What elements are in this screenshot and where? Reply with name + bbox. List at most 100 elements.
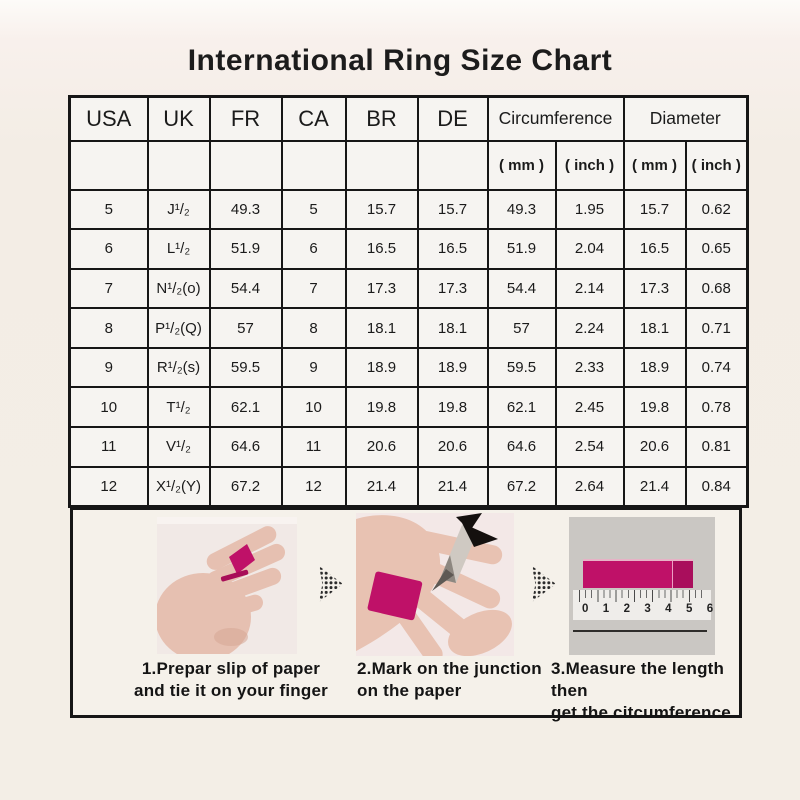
- group-header: Diameter: [622, 95, 749, 142]
- measurement-instructions-panel: 0 1 2 3 4 5 6 1.Prepar slip of paper and…: [70, 507, 742, 722]
- table-row: 10 T¹/₂ 62.1 10 19.8 19.8 62.1 2.45 19.8 0.78: [68, 386, 749, 429]
- empty-header-cell: [280, 139, 347, 191]
- table-cell: 18.9: [344, 346, 419, 389]
- step2-caption-line2: on the paper: [357, 680, 462, 700]
- table-cell: T¹/₂: [146, 386, 211, 429]
- unit-header: ( inch ): [684, 139, 749, 191]
- table-cell: 5: [68, 188, 149, 231]
- table-cell: 2.33: [554, 346, 625, 389]
- pen-icon: [432, 513, 498, 591]
- table-cell: 18.1: [344, 307, 419, 349]
- table-cell: 18.1: [416, 307, 489, 349]
- column-header: UK: [146, 95, 211, 142]
- table-cell: 54.4: [486, 267, 557, 310]
- column-header: USA: [68, 95, 149, 142]
- table-cell: 0.74: [684, 346, 749, 389]
- table-cell: N¹/₂(o): [146, 267, 211, 310]
- step1-caption: 1.Prepar slip of paper and tie it on you…: [131, 658, 331, 702]
- table-cell: 51.9: [208, 228, 283, 270]
- table-cell: 8: [68, 307, 149, 349]
- ring-size-table: USA UK FR CA BR DE Circumference Diameter ( mm …: [68, 95, 750, 508]
- table-header-row-1: USA UK FR CA BR DE Circumference Diameter: [68, 95, 749, 142]
- table-cell: 19.8: [622, 386, 687, 429]
- table-cell: J¹/₂: [146, 188, 211, 231]
- table-header: USA UK FR CA BR DE Circumference Diameter ( mm …: [68, 95, 749, 191]
- empty-header-cell: [416, 139, 489, 191]
- table-cell: 67.2: [208, 465, 283, 508]
- table-cell: 10: [280, 386, 347, 429]
- step2-caption-line1: 2.Mark on the junction: [357, 659, 542, 678]
- table-cell: 0.65: [684, 228, 749, 270]
- paper-band: [367, 571, 423, 621]
- table-cell: 7: [280, 267, 347, 310]
- unit-header: ( mm ): [486, 139, 557, 191]
- table-cell: 1.95: [554, 188, 625, 231]
- paper-strip: [583, 561, 693, 588]
- table-cell: P¹/₂(Q): [146, 307, 211, 349]
- table-cell: 2.24: [554, 307, 625, 349]
- table-cell: 7: [68, 267, 149, 310]
- table-row: 11 V¹/₂ 64.6 11 20.6 20.6 64.6 2.54 20.6 0.81: [68, 426, 749, 468]
- table-cell: 20.6: [416, 426, 489, 468]
- table-cell: 2.45: [554, 386, 625, 429]
- step3-caption: 3.Measure the length then get the citcum…: [551, 658, 746, 723]
- table-body: 5 J¹/₂ 49.3 5 15.7 15.7 49.3 1.95 15.7 0.62 6 L¹/₂ 5…: [68, 188, 749, 508]
- table-row: 6 L¹/₂ 51.9 6 16.5 16.5 51.9 2.04 16.5 0.65: [68, 228, 749, 270]
- table-cell: 16.5: [622, 228, 687, 270]
- table-cell: 19.8: [344, 386, 419, 429]
- table-row: 5 J¹/₂ 49.3 5 15.7 15.7 49.3 1.95 15.7 0.62: [68, 188, 749, 231]
- table-cell: 2.64: [554, 465, 625, 508]
- table-cell: 6: [68, 228, 149, 270]
- paper-slip: [229, 544, 255, 574]
- table-cell: 0.62: [684, 188, 749, 231]
- table-cell: 5: [280, 188, 347, 231]
- table-header-row-2: ( mm )( inch )( mm )( inch ): [68, 139, 749, 191]
- table-cell: X¹/₂(Y): [146, 465, 211, 508]
- empty-header-cell: [68, 139, 149, 191]
- table-row: 8 P¹/₂(Q) 57 8 18.1 18.1 57 2.24 18.1 0.71: [68, 307, 749, 349]
- empty-header-cell: [208, 139, 283, 191]
- table-cell: 0.81: [684, 426, 749, 468]
- table-cell: 59.5: [208, 346, 283, 389]
- table-cell: 0.68: [684, 267, 749, 310]
- table-cell: 62.1: [486, 386, 557, 429]
- table-cell: 18.9: [622, 346, 687, 389]
- table-cell: 11: [68, 426, 149, 468]
- step2-photo: [356, 513, 514, 656]
- table-cell: R¹/₂(s): [146, 346, 211, 389]
- table-cell: 64.6: [208, 426, 283, 468]
- table-cell: 17.3: [416, 267, 489, 310]
- table-cell: 15.7: [344, 188, 419, 231]
- table-cell: 15.7: [622, 188, 687, 231]
- table-row: 12 X¹/₂(Y) 67.2 12 21.4 21.4 67.2 2.64 21.4 0.84: [68, 465, 749, 508]
- table-cell: 64.6: [486, 426, 557, 468]
- table-cell: 21.4: [416, 465, 489, 508]
- unit-header: ( mm ): [622, 139, 687, 191]
- table-cell: 21.4: [344, 465, 419, 508]
- table-cell: 12: [280, 465, 347, 508]
- empty-header-cell: [344, 139, 419, 191]
- table-cell: 20.6: [344, 426, 419, 468]
- table-cell: 20.6: [622, 426, 687, 468]
- table-cell: 49.3: [208, 188, 283, 231]
- table-cell: 16.5: [344, 228, 419, 270]
- table-cell: 2.14: [554, 267, 625, 310]
- table-cell: 18.1: [622, 307, 687, 349]
- table-cell: 17.3: [344, 267, 419, 310]
- ruler-shadow-line: [573, 630, 707, 632]
- table-cell: 62.1: [208, 386, 283, 429]
- table-cell: 8: [280, 307, 347, 349]
- ruler-illustration: 0 1 2 3 4 5 6: [573, 590, 713, 620]
- table-cell: 18.9: [416, 346, 489, 389]
- column-header: DE: [416, 95, 489, 142]
- table-cell: 0.78: [684, 386, 749, 429]
- hand-palm-illustration: [356, 513, 514, 656]
- dotted-arrow-icon: [532, 566, 556, 602]
- empty-header-cell: [146, 139, 211, 191]
- table-cell: 0.84: [684, 465, 749, 508]
- page-title: International Ring Size Chart: [187, 44, 613, 77]
- table-cell: 59.5: [486, 346, 557, 389]
- table-cell: 2.54: [554, 426, 625, 468]
- table-cell: 57: [208, 307, 283, 349]
